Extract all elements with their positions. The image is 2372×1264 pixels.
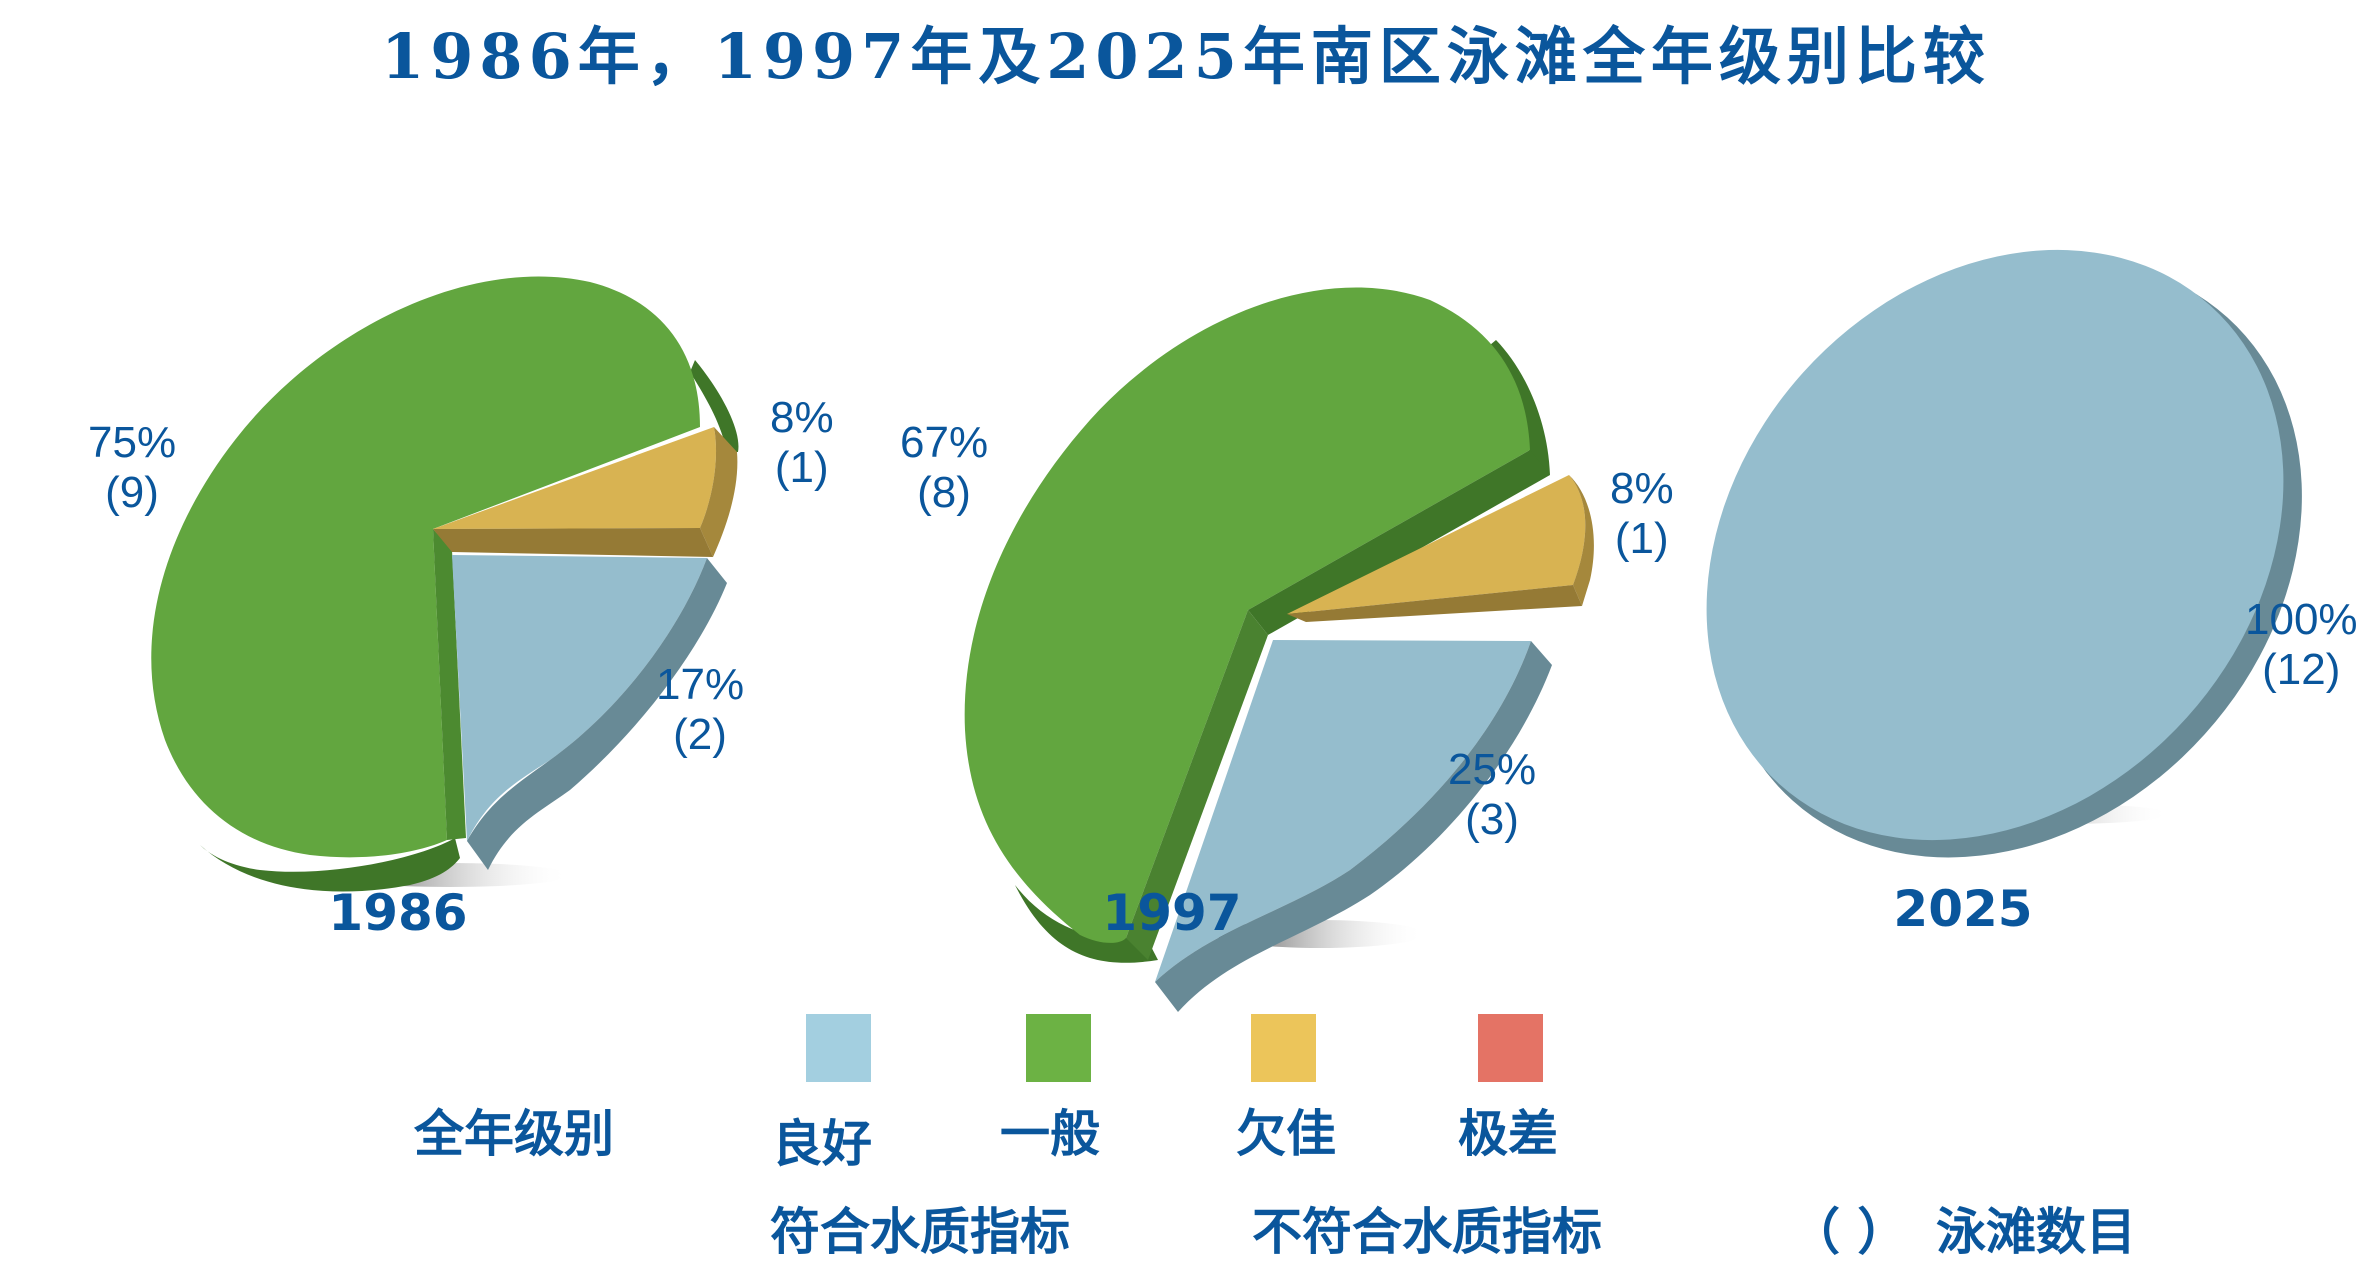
count: (1) [774, 443, 829, 492]
label-2025-good: 100% (12) [2245, 595, 2358, 695]
legend-beach-count: 泳滩数目 [1936, 1202, 2136, 1261]
label-1986-fair: 75% (9) [88, 418, 176, 518]
label-1997-fair: 67% (8) [900, 418, 988, 518]
slice-good [452, 555, 707, 841]
chart-title: 1986年，1997年及2025年南区泳滩全年级别比较 [381, 20, 1991, 93]
slice-wall-fair [433, 529, 466, 840]
slice-side-fair [1490, 340, 1550, 475]
count: (9) [105, 468, 159, 517]
year-label-2025: 2025 [1893, 880, 2033, 938]
year-label-1986: 1986 [328, 884, 468, 942]
legend-label-fair: 一般 [1000, 1104, 1100, 1163]
count: (2) [673, 710, 727, 759]
pct: 8% [1610, 464, 1674, 513]
pie-1986 [151, 276, 739, 892]
legend-swatch-fair [1026, 1014, 1091, 1082]
slice-poor [1287, 475, 1586, 614]
count: (1) [1614, 514, 1669, 563]
pct: 75% [88, 418, 177, 467]
legend-swatch-good [806, 1014, 871, 1082]
pct: 17% [656, 660, 745, 709]
slice-poor [433, 427, 717, 529]
legend-swatch-very-poor [1478, 1014, 1543, 1082]
slice-side-poor [1569, 475, 1594, 606]
legend-label-poor: 欠佳 [1236, 1104, 1336, 1163]
pie-1997 [964, 287, 1594, 1012]
count: (8) [917, 468, 971, 517]
count: (3) [1465, 795, 1519, 844]
legend-heading: 全年级别 [414, 1104, 614, 1163]
pct: 8% [770, 393, 834, 442]
slice-side-fair [200, 838, 460, 892]
slice-side-poor [700, 427, 738, 557]
slice-side-good [1155, 641, 1552, 1012]
pct: 25% [1448, 745, 1537, 794]
slice-good [1155, 640, 1531, 982]
slice-side-fair [1015, 885, 1158, 963]
label-1997-poor: 8% (1) [1610, 464, 1674, 564]
slice-wall-fair [1126, 610, 1268, 960]
legend-parentheses: （ ） [1790, 1202, 1908, 1261]
slice-wall-fair [1248, 450, 1550, 635]
count: (12) [2262, 645, 2341, 694]
slice-fair [964, 287, 1530, 943]
label-1986-good: 17% (2) [656, 660, 744, 760]
slice-fair [151, 276, 700, 858]
slice-good [1706, 249, 2284, 841]
slice-wall-poor [1287, 585, 1582, 622]
pct: 100% [2245, 595, 2358, 644]
label-1986-poor: 8% (1) [770, 393, 834, 493]
pie-2025 [1706, 249, 2302, 858]
label-1997-good: 25% (3) [1448, 745, 1536, 845]
legend-swatch-poor [1251, 1014, 1316, 1082]
year-label-1997: 1997 [1102, 884, 1242, 942]
slice-side-fair [690, 360, 739, 452]
legend-compliant: 符合水质指标 [770, 1202, 1070, 1261]
pct: 67% [900, 418, 989, 467]
legend-label-very-poor: 极差 [1458, 1104, 1558, 1163]
legend-label-good: 良好 [772, 1114, 872, 1173]
slice-wall-poor [433, 528, 713, 557]
legend-non-compliant: 不符合水质指标 [1252, 1202, 1602, 1261]
slice-side-good [467, 558, 727, 870]
